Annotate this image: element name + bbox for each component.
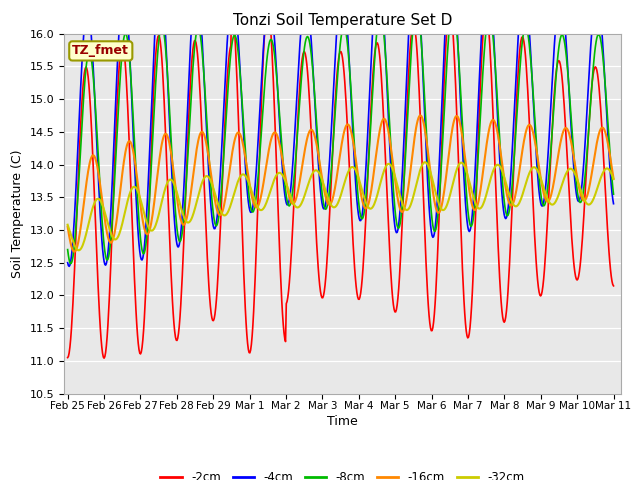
-8cm [131, 139, 138, 145]
-16cm [64, 224, 72, 229]
-8cm [408, 43, 415, 49]
-32cm [610, 176, 618, 182]
-2cm [74, 194, 81, 200]
-8cm [424, 165, 432, 171]
-2cm [228, 1, 236, 7]
-4cm [64, 260, 72, 265]
-16cm [424, 152, 432, 157]
-4cm [424, 191, 432, 196]
Y-axis label: Soil Temperature (C): Soil Temperature (C) [11, 149, 24, 278]
-16cm [610, 176, 618, 181]
-16cm [215, 211, 223, 217]
-32cm [215, 204, 223, 209]
-4cm [65, 264, 73, 269]
-2cm [64, 355, 72, 360]
X-axis label: Time: Time [327, 415, 358, 429]
Line: -16cm: -16cm [68, 116, 614, 252]
-8cm [74, 187, 82, 193]
-16cm [131, 156, 138, 161]
Line: -32cm: -32cm [68, 162, 614, 250]
-8cm [215, 214, 223, 220]
-4cm [186, 54, 194, 60]
-2cm [408, 24, 416, 30]
Line: -2cm: -2cm [68, 4, 614, 358]
-4cm [215, 196, 223, 202]
-4cm [74, 136, 82, 142]
-16cm [417, 113, 424, 119]
-16cm [74, 239, 82, 245]
-32cm [64, 222, 72, 228]
-2cm [610, 283, 618, 289]
-32cm [75, 247, 83, 253]
-2cm [424, 302, 432, 308]
-32cm [421, 159, 429, 165]
-2cm [186, 90, 194, 96]
Text: TZ_fmet: TZ_fmet [72, 44, 129, 58]
Legend: -2cm, -4cm, -8cm, -16cm, -32cm: -2cm, -4cm, -8cm, -16cm, -32cm [156, 466, 529, 480]
-2cm [131, 276, 138, 281]
-32cm [74, 247, 81, 253]
-2cm [100, 355, 108, 361]
Title: Tonzi Soil Temperature Set D: Tonzi Soil Temperature Set D [233, 13, 452, 28]
Line: -8cm: -8cm [68, 7, 614, 264]
-8cm [413, 4, 420, 10]
-16cm [408, 158, 415, 164]
-8cm [64, 247, 72, 252]
-16cm [70, 249, 78, 255]
-8cm [186, 115, 194, 121]
-32cm [408, 200, 415, 205]
-32cm [131, 184, 138, 190]
Line: -4cm: -4cm [68, 0, 614, 266]
-16cm [186, 197, 194, 203]
-8cm [610, 192, 618, 197]
-2cm [215, 259, 223, 265]
-8cm [67, 261, 74, 266]
-32cm [424, 163, 432, 169]
-4cm [610, 201, 618, 206]
-32cm [186, 218, 194, 224]
-4cm [131, 159, 138, 165]
